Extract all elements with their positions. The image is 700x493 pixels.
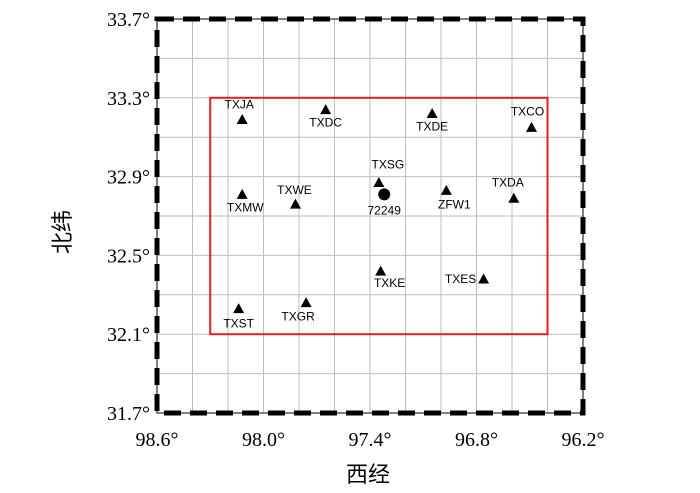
station-marker-txda [508,192,520,203]
y-tick-label: 32.9° [107,167,150,189]
station-marker-txke [375,265,387,276]
station-marker-zfw1 [440,184,452,195]
station-marker-72249 [378,188,391,201]
frame-dashed-border [154,16,586,416]
x-tick-label: 97.4° [349,429,392,451]
station-marker-txco [526,121,538,132]
y-tick-label: 33.3° [107,88,150,110]
station-label-txmw: TXMW [227,200,264,214]
station-marker-txde [426,108,438,119]
x-tick-label: 96.2° [562,429,605,451]
station-label-txsg: TXSG [372,158,405,172]
station-label-txco: TXCO [511,104,544,118]
station-label-txst: TXST [223,317,254,331]
station-marker-txdc [320,104,332,115]
station-label-txdc: TXDC [309,116,342,130]
station-label-zfw1: ZFW1 [438,197,471,211]
y-tick-label: 32.5° [107,245,150,267]
station-marker-txes [478,273,490,284]
station-marker-txgr [300,297,312,308]
study-area-rectangle [209,96,549,336]
station-label-txde: TXDE [416,120,448,134]
station-label-txda: TXDA [492,175,524,189]
x-tick-label: 96.8° [455,429,498,451]
station-marker-txst [233,303,245,314]
y-tick-label: 32.1° [107,324,150,346]
station-marker-txmw [236,188,248,199]
stations-layer: TXJA TXDC TXDE TXCO TXSG 72249 ZFW1 TXDA TXMW TXW… [223,97,544,330]
x-axis-title: 西经 [346,463,390,488]
y-axis-title: 北纬 [51,210,76,254]
y-tick-label: 31.7° [107,403,150,425]
station-label-txgr: TXGR [281,310,315,324]
tick-labels: 98.6° 98.0° 97.4° 96.8° 96.2° 33.7° 33.3° 32.9°… [107,9,605,451]
station-label-txes: TXES [445,272,476,286]
station-label-72249: 72249 [368,203,402,217]
x-tick-label: 98.0° [242,429,285,451]
station-marker-txwe [289,198,301,209]
station-label-txwe: TXWE [277,183,312,197]
y-tick-label: 33.7° [107,9,150,31]
station-marker-txsg [373,177,385,188]
map-frame [154,16,586,416]
study-area-layer [209,96,549,336]
station-label-txke: TXKE [374,276,405,290]
x-tick-label: 98.6° [136,429,179,451]
station-marker-txja [236,113,248,124]
station-label-txja: TXJA [225,97,254,111]
